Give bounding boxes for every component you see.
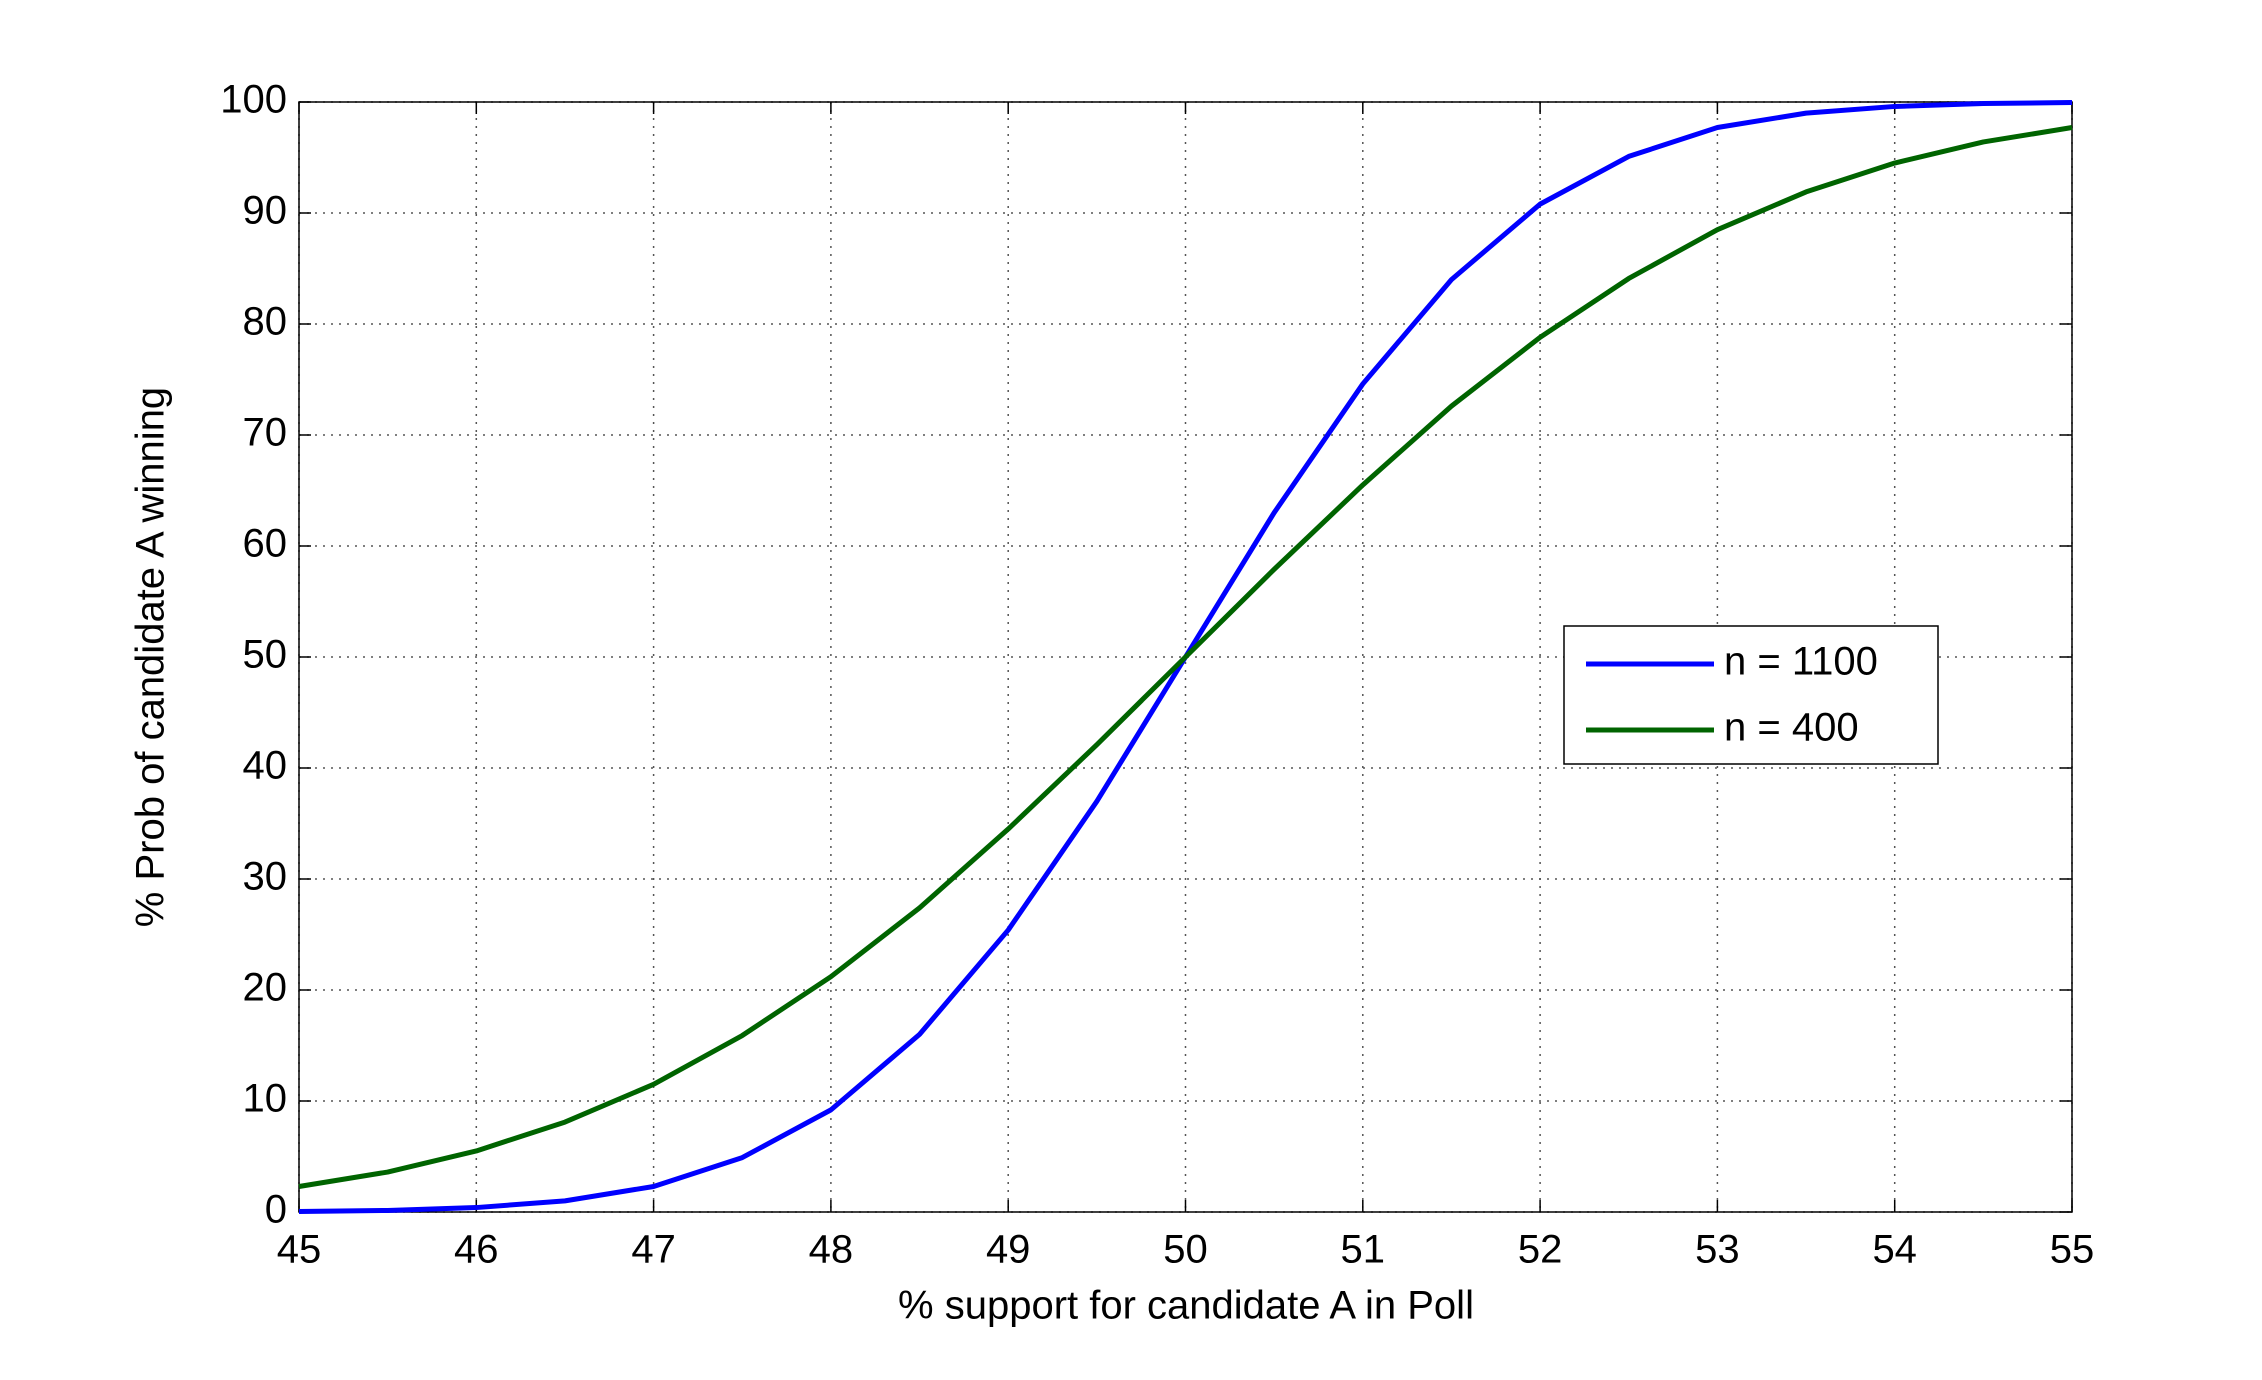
y-tick-label: 50 xyxy=(243,633,288,677)
legend-label: n = 400 xyxy=(1724,706,1859,750)
legend-box xyxy=(1563,625,1939,765)
x-tick-label: 53 xyxy=(1695,1228,1740,1272)
y-tick-label: 20 xyxy=(243,966,288,1010)
x-tick-label: 49 xyxy=(986,1228,1031,1272)
y-tick-label: 30 xyxy=(243,855,288,899)
x-axis-label: % support for candidate A in Poll xyxy=(898,1284,1474,1328)
x-tick-label: 45 xyxy=(277,1228,322,1272)
y-axis-label: % Prob of candidate A winning xyxy=(129,387,173,927)
y-tick-label: 100 xyxy=(220,78,287,122)
x-tick-label: 48 xyxy=(809,1228,854,1272)
x-tick-label: 50 xyxy=(1163,1228,1208,1272)
x-tick-label: 47 xyxy=(631,1228,676,1272)
x-tick-label: 52 xyxy=(1518,1228,1563,1272)
y-tick-label: 90 xyxy=(243,189,288,233)
y-tick-label: 60 xyxy=(243,522,288,566)
y-tick-label: 80 xyxy=(243,300,288,344)
legend-label: n = 1100 xyxy=(1724,640,1878,684)
series-line xyxy=(298,125,2073,1189)
y-tick-label: 70 xyxy=(243,411,288,455)
y-tick-label: 0 xyxy=(265,1188,287,1232)
x-tick-label: 54 xyxy=(1872,1228,1917,1272)
y-tick-label: 40 xyxy=(243,744,288,788)
axes-frame xyxy=(298,101,2073,1213)
x-tick-label: 51 xyxy=(1341,1228,1386,1272)
x-tick-label: 46 xyxy=(454,1228,499,1272)
y-tick-label: 10 xyxy=(243,1077,288,1121)
x-tick-label: 55 xyxy=(2050,1228,2095,1272)
